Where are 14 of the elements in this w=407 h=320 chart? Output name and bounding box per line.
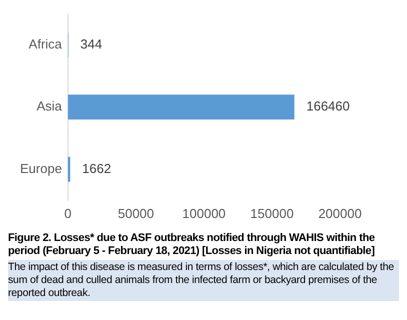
x-tick-label: 100000 (182, 206, 226, 221)
text: Figure 2. Losses* due to ASF outbreaks notified through WAHIS within the period (February 5 - February 18, 2021) [Losses in Nigeria not quantifiable] (7, 232, 376, 258)
bar (68, 94, 294, 120)
data-label: 1662 (82, 160, 112, 176)
data-label: 344 (80, 36, 102, 52)
x-tick-label: 150000 (250, 206, 294, 221)
text: The impact of this disease is measured in terms of losses*, which are calculated by the sum of dead and culled animals from the infected farm or backyard premises of the reported outbreak. (8, 260, 399, 301)
x-tick-label: 200000 (318, 206, 362, 221)
data-label: 166460 (306, 98, 350, 114)
x-tick-label: 50000 (118, 206, 154, 221)
y-tick-label: Asia (36, 98, 63, 114)
x-tick-label: 0 (64, 206, 72, 221)
y-tick-label: Africa (28, 36, 63, 52)
y-tick-label: Europe (20, 160, 62, 176)
